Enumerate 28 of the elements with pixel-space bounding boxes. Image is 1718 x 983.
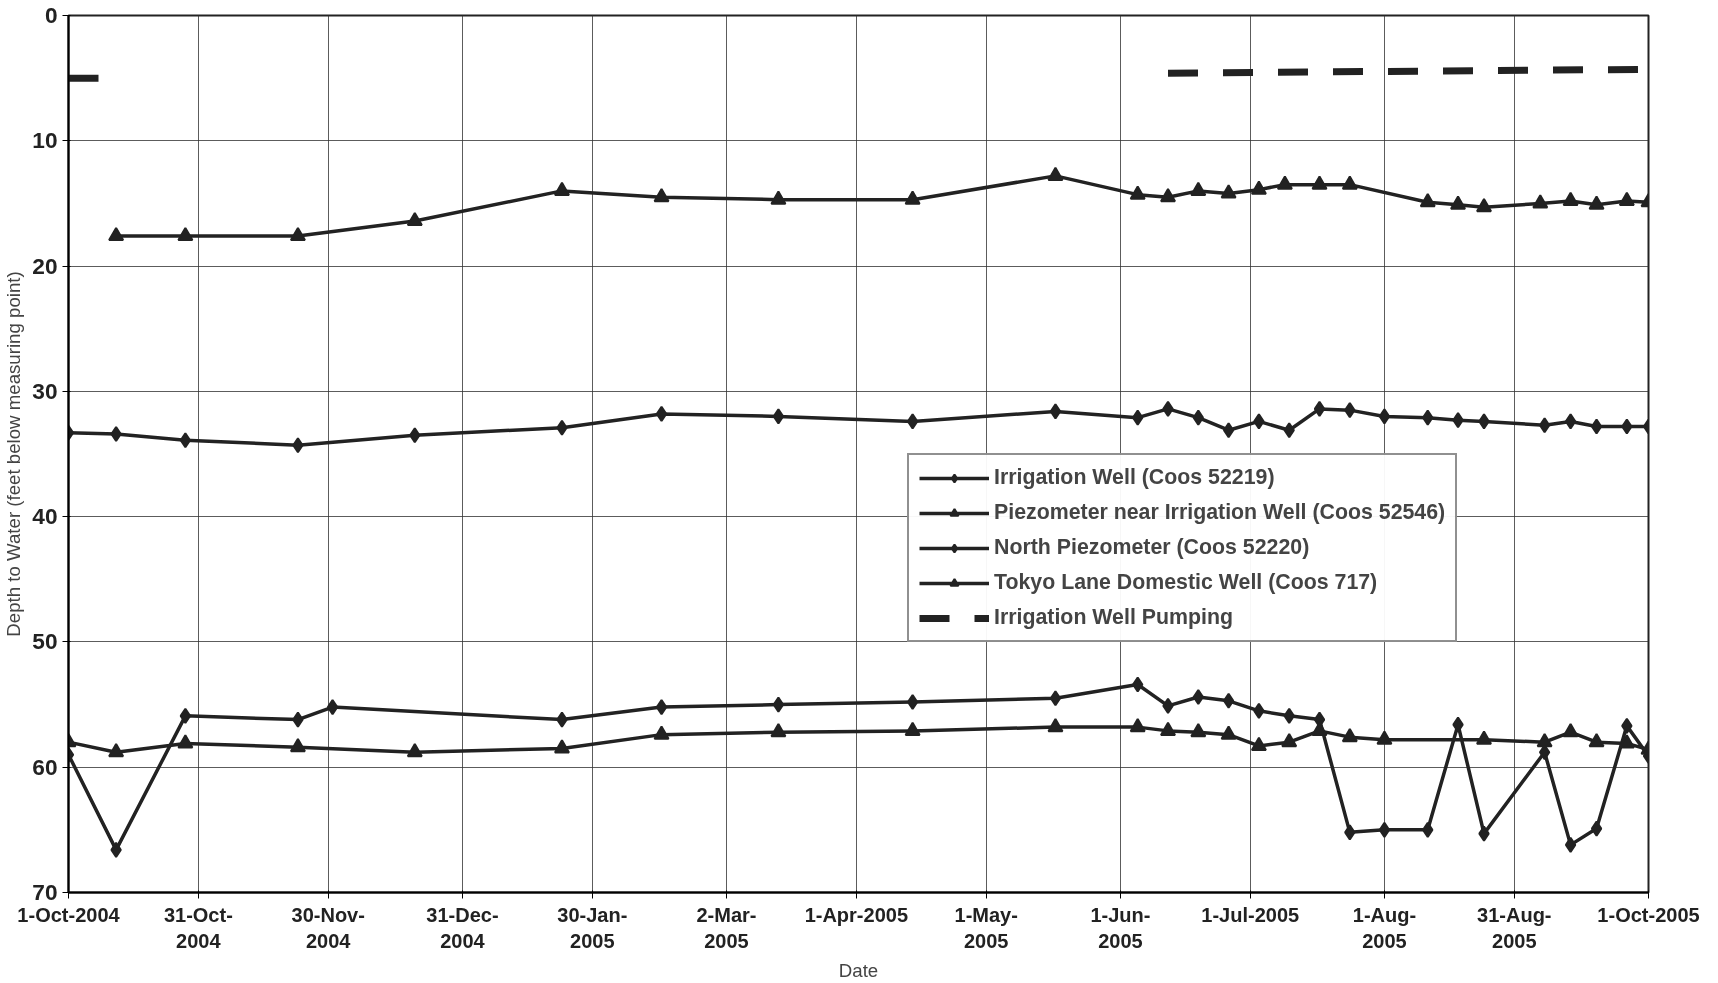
y-tick-label: 10 (32, 127, 58, 154)
y-tick-label: 40 (32, 503, 58, 530)
x-tick-label: 30-Jan- 2005 (557, 903, 628, 952)
x-tick-label: 1-Jun- 2005 (1090, 903, 1151, 952)
y-tick-label: 20 (32, 252, 58, 279)
x-tick-label: 1-Oct-2004 (17, 903, 121, 926)
legend-label: Tokyo Lane Domestic Well (Coos 717) (994, 570, 1378, 595)
y-axis-title: Depth to Water (feet below measuring point) (3, 271, 25, 637)
y-tick-label: 30 (32, 377, 58, 404)
x-axis-title: Date (838, 959, 879, 981)
x-tick-label: 2-Mar- 2005 (696, 903, 757, 952)
x-tick-label: 1-May- 2005 (954, 903, 1018, 952)
y-tick-label: 50 (32, 628, 58, 655)
x-tick-label: 31-Oct- 2004 (163, 903, 233, 952)
y-tick-label: 0 (44, 2, 58, 28)
legend-label: Irrigation Well Pumping (994, 605, 1233, 630)
y-tick-label: 70 (32, 879, 58, 905)
y-tick-label: 60 (32, 753, 58, 780)
x-tick-label: 30-Nov- 2004 (291, 903, 365, 952)
legend-label: Piezometer near Irrigation Well (Coos 52546) (994, 500, 1446, 525)
legend-label: Irrigation Well (Coos 52219) (994, 465, 1275, 490)
legend-label: North Piezometer (Coos 52220) (994, 535, 1310, 560)
x-tick-label: 31-Aug- 2005 (1477, 903, 1552, 952)
x-tick-label: 1-Aug- 2005 (1352, 903, 1417, 952)
x-tick-label: 1-Apr-2005 (804, 903, 909, 926)
x-tick-label: 31-Dec- 2004 (426, 903, 499, 952)
x-tick-label: 1-Jul-2005 (1201, 903, 1300, 926)
x-tick-label: 1-Oct-2005 (1597, 903, 1700, 926)
